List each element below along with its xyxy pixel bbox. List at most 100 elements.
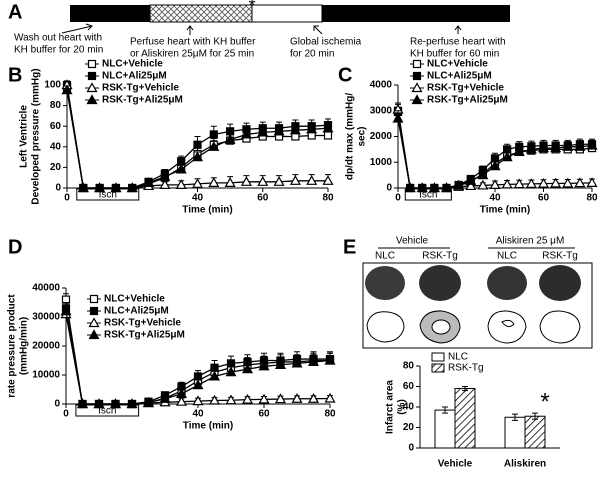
legend-marker (87, 71, 97, 81)
sketch (501, 319, 515, 328)
marker (208, 177, 220, 187)
infarct-images: E Vehicle Aliskiren 25 μM NLC RSK-Tg NLC… (343, 236, 593, 349)
column-label: NLC (375, 251, 395, 262)
marker (440, 182, 453, 193)
panel-letter: B (8, 64, 22, 86)
marker (477, 169, 489, 180)
y-tick-label: 20 (403, 422, 415, 433)
legend-marker (412, 71, 422, 81)
legend-marker (411, 82, 423, 93)
heart-photo (419, 265, 461, 301)
marker (322, 122, 334, 133)
x-tick-label: 60 (538, 193, 550, 204)
x-axis-label: Time (min) (182, 205, 232, 216)
y-tick-label: 4000 (370, 80, 393, 91)
segment-washout (70, 5, 150, 22)
marker (416, 182, 428, 193)
sketch (366, 311, 405, 343)
x-tick-label: 40 (192, 409, 204, 420)
legend-label: NLC+Vehicle (102, 59, 163, 70)
x-tick-label: 80 (324, 409, 336, 420)
marker (225, 394, 237, 405)
legend-label: RSK-Tg+Vehicle (104, 318, 181, 329)
marker (208, 370, 221, 381)
marker (126, 398, 138, 409)
legend-swatch (431, 363, 445, 373)
marker (109, 398, 122, 409)
marker (489, 179, 501, 190)
x-tick-label: Aliskiren (504, 459, 546, 470)
x-tick-label: Vehicle (438, 459, 473, 470)
marker (525, 143, 537, 154)
marker (240, 128, 252, 139)
marker (175, 388, 188, 398)
y-tick-label: 0 (55, 183, 61, 194)
annotation: * (540, 388, 549, 415)
y-axis-label: Developed pressure (mmHg) (31, 68, 42, 204)
x-axis-label: Time (min) (183, 421, 233, 432)
marker (110, 182, 122, 193)
heart-photo (487, 266, 527, 300)
marker (175, 395, 188, 406)
arrow (186, 25, 194, 35)
marker (404, 182, 416, 193)
step-label: or Aliskiren 25μM for 25 min (130, 49, 254, 60)
marker (465, 180, 477, 191)
legend-label: NLC+Ali25μM (102, 71, 167, 82)
marker (550, 142, 562, 153)
x-tick-label: 40 (489, 193, 501, 204)
error-bar (462, 386, 468, 392)
x-tick-label: 0 (64, 193, 70, 204)
marker (513, 146, 525, 157)
heart-photo (365, 266, 405, 300)
marker (224, 177, 236, 187)
marker (76, 398, 89, 409)
y-tick-label: 0 (54, 399, 60, 410)
x-tick-label: 0 (63, 409, 69, 420)
marker (306, 123, 318, 134)
marker (177, 157, 186, 166)
x-tick-label: 80 (586, 193, 598, 204)
marker (77, 182, 89, 193)
y-tick-label: 80 (50, 100, 62, 111)
marker (257, 176, 269, 186)
group-label: Vehicle (396, 236, 429, 247)
chart-line: 0 20 40 60 80 100 Left Ventricle Developed pres… (8, 59, 334, 216)
y-axis-label: sec) (357, 126, 368, 146)
error-bar (442, 406, 448, 414)
marker (258, 360, 270, 371)
sketch (431, 319, 451, 335)
x-tick-label: 60 (257, 193, 269, 204)
bar (504, 416, 526, 449)
isch-label: Isch (99, 190, 117, 201)
column-label: NLC (497, 251, 517, 262)
legend-marker (88, 329, 100, 340)
heart-photo (539, 265, 581, 301)
y-tick-label: 0 (408, 443, 414, 454)
marker (501, 151, 513, 162)
error-bar (532, 412, 538, 420)
marker (191, 151, 204, 162)
step-label: Wash out heart with (14, 33, 102, 44)
y-tick-label: 40 (403, 402, 415, 413)
marker (537, 142, 550, 153)
step-label: Global ischemia (290, 37, 362, 48)
y-axis-label: (mmHg/min) (19, 317, 30, 375)
marker (323, 131, 333, 140)
marker (159, 179, 171, 190)
y-tick-label: 40 (50, 141, 62, 152)
y-axis-label: Infarct area (385, 380, 396, 434)
marker (453, 179, 465, 190)
marker (159, 393, 171, 403)
chart-line: 0 10000 20000 30000 40000 rate pressure produ… (7, 236, 336, 431)
legend-label: RSK-Tg+Ali25μM (102, 95, 183, 106)
star: * (248, 0, 255, 16)
error-bar (512, 413, 518, 421)
panel-letter: D (8, 236, 22, 258)
sketch (539, 310, 581, 344)
arrows (61, 23, 462, 35)
marker (175, 179, 187, 190)
y-tick-label: 60 (50, 121, 62, 132)
timeline: A * Wash out heart with KH buffer for 20… (8, 0, 510, 60)
marker (586, 177, 598, 187)
